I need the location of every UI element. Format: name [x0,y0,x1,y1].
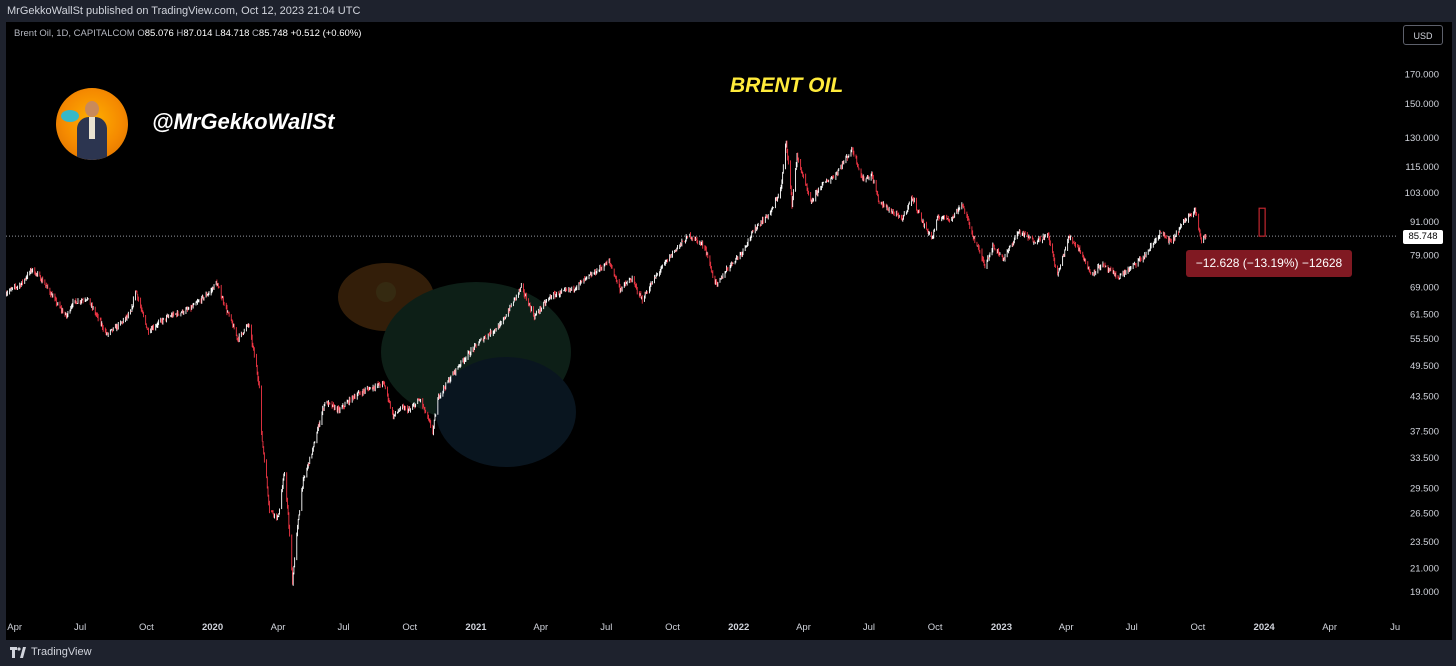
y-tick-label-8: 49.500 [1410,361,1439,372]
tradingview-label: TradingView [31,646,92,658]
x-tick-label-1: Jul [74,622,86,633]
x-tick-label-2: Oct [139,622,154,633]
y-tick-label-3: 26.500 [1410,509,1439,520]
y-tick-label-12: 79.000 [1410,251,1439,262]
legend-open-value: 85.076 [144,28,174,39]
chameleon-shape-1 [381,282,571,422]
x-tick-label-4: Apr [271,622,286,633]
chart-title: BRENT OIL [730,74,844,97]
x-tick-label-12: Apr [796,622,811,633]
chameleon-icon [61,110,79,122]
symbol-legend: Brent Oil, 1D, CAPITALCOM O85.076 H87.01… [14,28,361,39]
x-tick-label-5: Jul [337,622,349,633]
chameleon-shape-0 [338,263,434,331]
x-tick-label-20: Apr [1322,622,1337,633]
x-tick-label-10: Oct [665,622,680,633]
x-tick-label-6: Oct [402,622,417,633]
price-range-measure-bar [1258,207,1266,237]
legend-low-value: 84.718 [220,28,250,39]
x-tick-label-3: 2020 [202,622,223,633]
x-tick-label-15: 2023 [991,622,1012,633]
legend-close-value: 85.748 [258,28,288,39]
chameleon-shape-2 [436,357,576,467]
x-tick-label-17: Jul [1126,622,1138,633]
y-tick-label-17: 150.000 [1405,99,1439,110]
x-tick-label-7: 2021 [465,622,487,633]
legend-close-label: C [252,28,259,39]
avatar [56,88,128,160]
chameleon-watermark [338,263,576,467]
legend-open-label: O [137,28,145,39]
tradingview-icon [10,646,26,658]
y-tick-label-9: 55.500 [1410,334,1439,345]
tradingview-logo[interactable]: TradingView [10,646,92,658]
x-tick-label-8: Apr [533,622,548,633]
y-tick-label-0: 19.000 [1410,587,1439,598]
published-text: MrGekkoWallSt published on TradingView.c… [7,5,361,17]
x-tick-label-9: Jul [600,622,612,633]
avatar-shirt [89,117,95,139]
y-tick-label-7: 43.500 [1410,391,1439,402]
legend-low-label: L [215,28,221,39]
x-tick-label-21: Ju [1390,622,1400,633]
chameleon-shape-3 [376,282,396,302]
legend-high-value: 87.014 [183,28,213,39]
y-tick-label-4: 29.500 [1410,483,1439,494]
y-tick-label-14: 103.000 [1405,188,1439,199]
x-tick-label-13: Jul [863,622,875,633]
footer-bar: TradingView [0,640,1456,666]
author-handle: @MrGekkoWallSt [152,109,335,134]
avatar-head [85,101,99,117]
last-price-label: 85.748 [1403,230,1443,244]
y-tick-label-10: 61.500 [1410,310,1439,321]
legend-symbol: Brent Oil, 1D, CAPITALCOM [14,28,135,39]
chart-panel[interactable]: 19.000 21.000 23.500 26.500 29.500 33.500 37.5… [6,22,1452,640]
x-tick-label-19: 2024 [1254,622,1276,633]
legend-high-label: H [176,28,184,39]
y-tick-label-15: 115.000 [1405,162,1439,173]
price-chart[interactable]: 19.000 21.000 23.500 26.500 29.500 33.500 37.5… [6,22,1452,640]
currency-button[interactable]: USD [1403,25,1443,45]
y-tick-label-18: 170.000 [1405,69,1439,80]
published-bar: MrGekkoWallSt published on TradingView.c… [0,0,1456,22]
y-tick-label-1: 21.000 [1410,564,1439,575]
x-tick-label-18: Oct [1191,622,1206,633]
legend-change: +0.512 (+0.60%) [290,28,362,39]
x-tick-label-16: Apr [1059,622,1074,633]
x-tick-label-14: Oct [928,622,943,633]
price-range-measure-label: −12.628 (−13.19%) −12628 [1186,250,1352,277]
y-tick-label-5: 33.500 [1410,453,1439,464]
y-tick-label-16: 130.000 [1405,133,1439,144]
y-tick-label-2: 23.500 [1410,537,1439,548]
y-tick-label-11: 69.000 [1410,282,1439,293]
y-tick-label-13: 91.000 [1410,217,1439,228]
x-tick-label-11: 2022 [728,622,749,633]
y-tick-label-6: 37.500 [1410,427,1439,438]
x-tick-label-0: Apr [7,622,22,633]
